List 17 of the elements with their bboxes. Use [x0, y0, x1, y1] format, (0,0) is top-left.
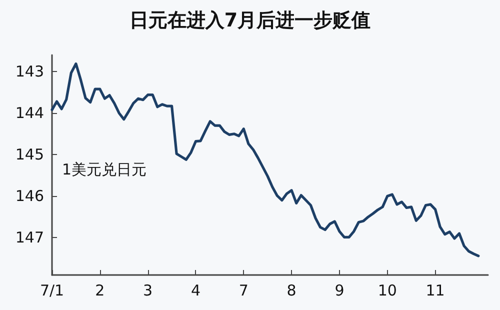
chart-title: 日元在进入7月后进一步贬值: [129, 10, 371, 32]
x-tick-label: 7: [238, 282, 248, 300]
x-tick-label: 3: [143, 282, 153, 300]
y-tick-label: 145: [15, 146, 44, 164]
annotation: 1美元兑日元: [62, 160, 147, 178]
y-tick-label: 143: [15, 62, 44, 81]
x-tick-label: 2: [95, 282, 105, 300]
x-tick-label: 8: [286, 282, 296, 300]
x-tick-label: 11: [426, 282, 445, 300]
y-tick-label: 147: [15, 228, 44, 247]
x-tick-label: 10: [378, 282, 397, 300]
y-tick-label: 146: [15, 187, 44, 206]
y-tick-label: 144: [15, 104, 44, 122]
x-tick-label: 7/1: [40, 282, 64, 300]
line-series: [50, 62, 480, 258]
x-tick-label: 9: [334, 282, 344, 300]
x-tick-label: 4: [190, 282, 201, 300]
